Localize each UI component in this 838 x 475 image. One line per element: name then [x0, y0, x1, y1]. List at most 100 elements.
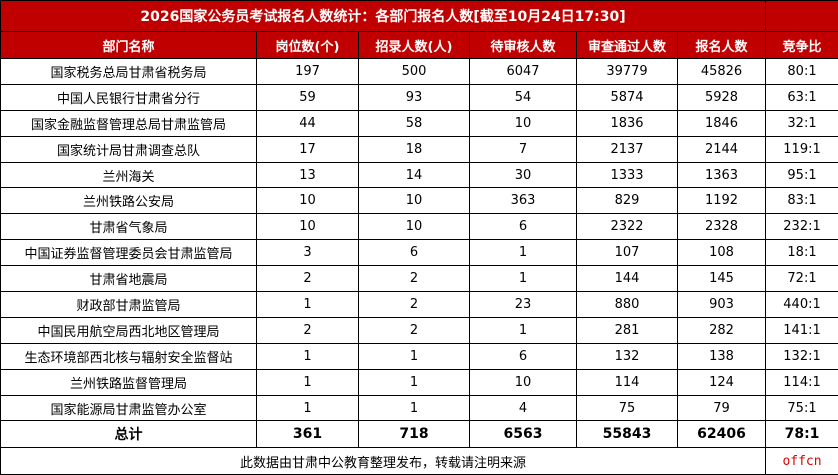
cell-department: 财政部甘肃监管局 [0, 291, 257, 318]
header-row: 部门名称 岗位数(个) 招录人数(人) 待审核人数 审查通过人数 报名人数 竞争… [0, 31, 838, 59]
cell-positions: 1 [256, 291, 359, 318]
cell-department: 国家能源局甘肃监管办公室 [0, 394, 257, 422]
cell-department: 兰州铁路公安局 [0, 187, 257, 215]
cell-pending: 6 [469, 342, 577, 370]
cell-ratio: 114:1 [765, 368, 838, 396]
cell-positions: 17 [256, 135, 359, 163]
cell-ratio: 141:1 [765, 316, 838, 344]
cell-department: 国家税务总局甘肃省税务局 [0, 58, 257, 85]
cell-positions: 10 [256, 187, 359, 215]
cell-applicants: 45826 [676, 58, 767, 85]
cell-department: 兰州海关 [0, 161, 257, 189]
cell-pending: 10 [469, 109, 577, 137]
cell-approved: 1836 [576, 109, 678, 137]
cell-approved: 39779 [576, 58, 678, 85]
cell-applicants: 282 [676, 316, 767, 344]
total-pending: 6563 [469, 420, 577, 449]
cell-recruits: 93 [358, 83, 470, 111]
cell-positions: 59 [256, 83, 359, 111]
cell-approved: 144 [576, 265, 678, 293]
cell-approved: 2137 [576, 135, 678, 163]
cell-ratio: 232:1 [765, 213, 838, 241]
source-note: 此数据由甘肃中公教育整理发布，转载请注明来源 [0, 447, 767, 475]
cell-recruits: 1 [358, 394, 470, 422]
cell-pending: 10 [469, 368, 577, 396]
table-row: 甘肃省气象局 10 10 6 2322 2328 232:1 [0, 213, 838, 241]
cell-department: 国家金融监督管理总局甘肃监管局 [0, 109, 257, 137]
total-ratio: 78:1 [765, 420, 838, 449]
total-applicants: 62406 [676, 420, 767, 449]
cell-applicants: 79 [676, 394, 767, 422]
header-ratio: 竞争比 [765, 31, 838, 59]
cell-ratio: 72:1 [765, 265, 838, 293]
table-row: 甘肃省地震局 2 2 1 144 145 72:1 [0, 265, 838, 293]
table-row: 国家金融监督管理总局甘肃监管局 44 58 10 1836 1846 32:1 [0, 109, 838, 137]
cell-recruits: 18 [358, 135, 470, 163]
cell-applicants: 5928 [676, 83, 767, 111]
cell-department: 中国证券监督管理委员会甘肃监管局 [0, 239, 257, 267]
cell-applicants: 1192 [676, 187, 767, 215]
cell-pending: 4 [469, 394, 577, 422]
cell-positions: 44 [256, 109, 359, 137]
cell-ratio: 95:1 [765, 161, 838, 189]
cell-ratio: 83:1 [765, 187, 838, 215]
cell-approved: 2322 [576, 213, 678, 241]
header-department: 部门名称 [0, 31, 257, 59]
cell-pending: 30 [469, 161, 577, 189]
total-recruits: 718 [358, 420, 470, 449]
table-row: 兰州铁路监督管理局 1 1 10 114 124 114:1 [0, 368, 838, 396]
cell-approved: 132 [576, 342, 678, 370]
cell-applicants: 2144 [676, 135, 767, 163]
table-row: 兰州铁路公安局 10 10 363 829 1192 83:1 [0, 187, 838, 215]
table-row: 中国民用航空局西北地区管理局 2 2 1 281 282 141:1 [0, 316, 838, 344]
total-department: 总计 [0, 420, 257, 449]
cell-applicants: 124 [676, 368, 767, 396]
header-positions: 岗位数(个) [256, 31, 359, 59]
cell-ratio: 32:1 [765, 109, 838, 137]
cell-applicants: 108 [676, 239, 767, 267]
cell-approved: 281 [576, 316, 678, 344]
cell-recruits: 14 [358, 161, 470, 189]
cell-ratio: 18:1 [765, 239, 838, 267]
cell-department: 生态环境部西北核与辐射安全监督站 [0, 342, 257, 370]
cell-positions: 1 [256, 394, 359, 422]
cell-recruits: 10 [358, 187, 470, 215]
cell-positions: 13 [256, 161, 359, 189]
cell-positions: 1 [256, 342, 359, 370]
total-approved: 55843 [576, 420, 678, 449]
total-positions: 361 [256, 420, 359, 449]
cell-ratio: 132:1 [765, 342, 838, 370]
cell-recruits: 2 [358, 265, 470, 293]
cell-ratio: 63:1 [765, 83, 838, 111]
cell-ratio: 80:1 [765, 58, 838, 85]
total-row: 总计 361 718 6563 55843 62406 78:1 [0, 420, 838, 449]
cell-positions: 2 [256, 265, 359, 293]
cell-recruits: 2 [358, 291, 470, 318]
cell-pending: 6047 [469, 58, 577, 85]
cell-pending: 363 [469, 187, 577, 215]
table-row: 国家税务总局甘肃省税务局 197 500 6047 39779 45826 80:1 [0, 58, 838, 85]
cell-recruits: 58 [358, 109, 470, 137]
cell-pending: 7 [469, 135, 577, 163]
brand-logo-text: offcn [765, 447, 838, 475]
cell-department: 中国人民银行甘肃省分行 [0, 83, 257, 111]
cell-recruits: 1 [358, 368, 470, 396]
header-approved: 审查通过人数 [576, 31, 678, 59]
cell-department: 兰州铁路监督管理局 [0, 368, 257, 396]
cell-department: 甘肃省地震局 [0, 265, 257, 293]
cell-recruits: 6 [358, 239, 470, 267]
header-recruits: 招录人数(人) [358, 31, 470, 59]
cell-ratio: 440:1 [765, 291, 838, 318]
cell-approved: 5874 [576, 83, 678, 111]
cell-pending: 1 [469, 316, 577, 344]
cell-recruits: 10 [358, 213, 470, 241]
cell-department: 甘肃省气象局 [0, 213, 257, 241]
cell-approved: 114 [576, 368, 678, 396]
table-row: 兰州海关 13 14 30 1333 1363 95:1 [0, 161, 838, 189]
cell-ratio: 75:1 [765, 394, 838, 422]
cell-pending: 1 [469, 265, 577, 293]
table-row: 国家能源局甘肃监管办公室 1 1 4 75 79 75:1 [0, 394, 838, 422]
cell-approved: 107 [576, 239, 678, 267]
title-blank-cell [765, 0, 838, 32]
